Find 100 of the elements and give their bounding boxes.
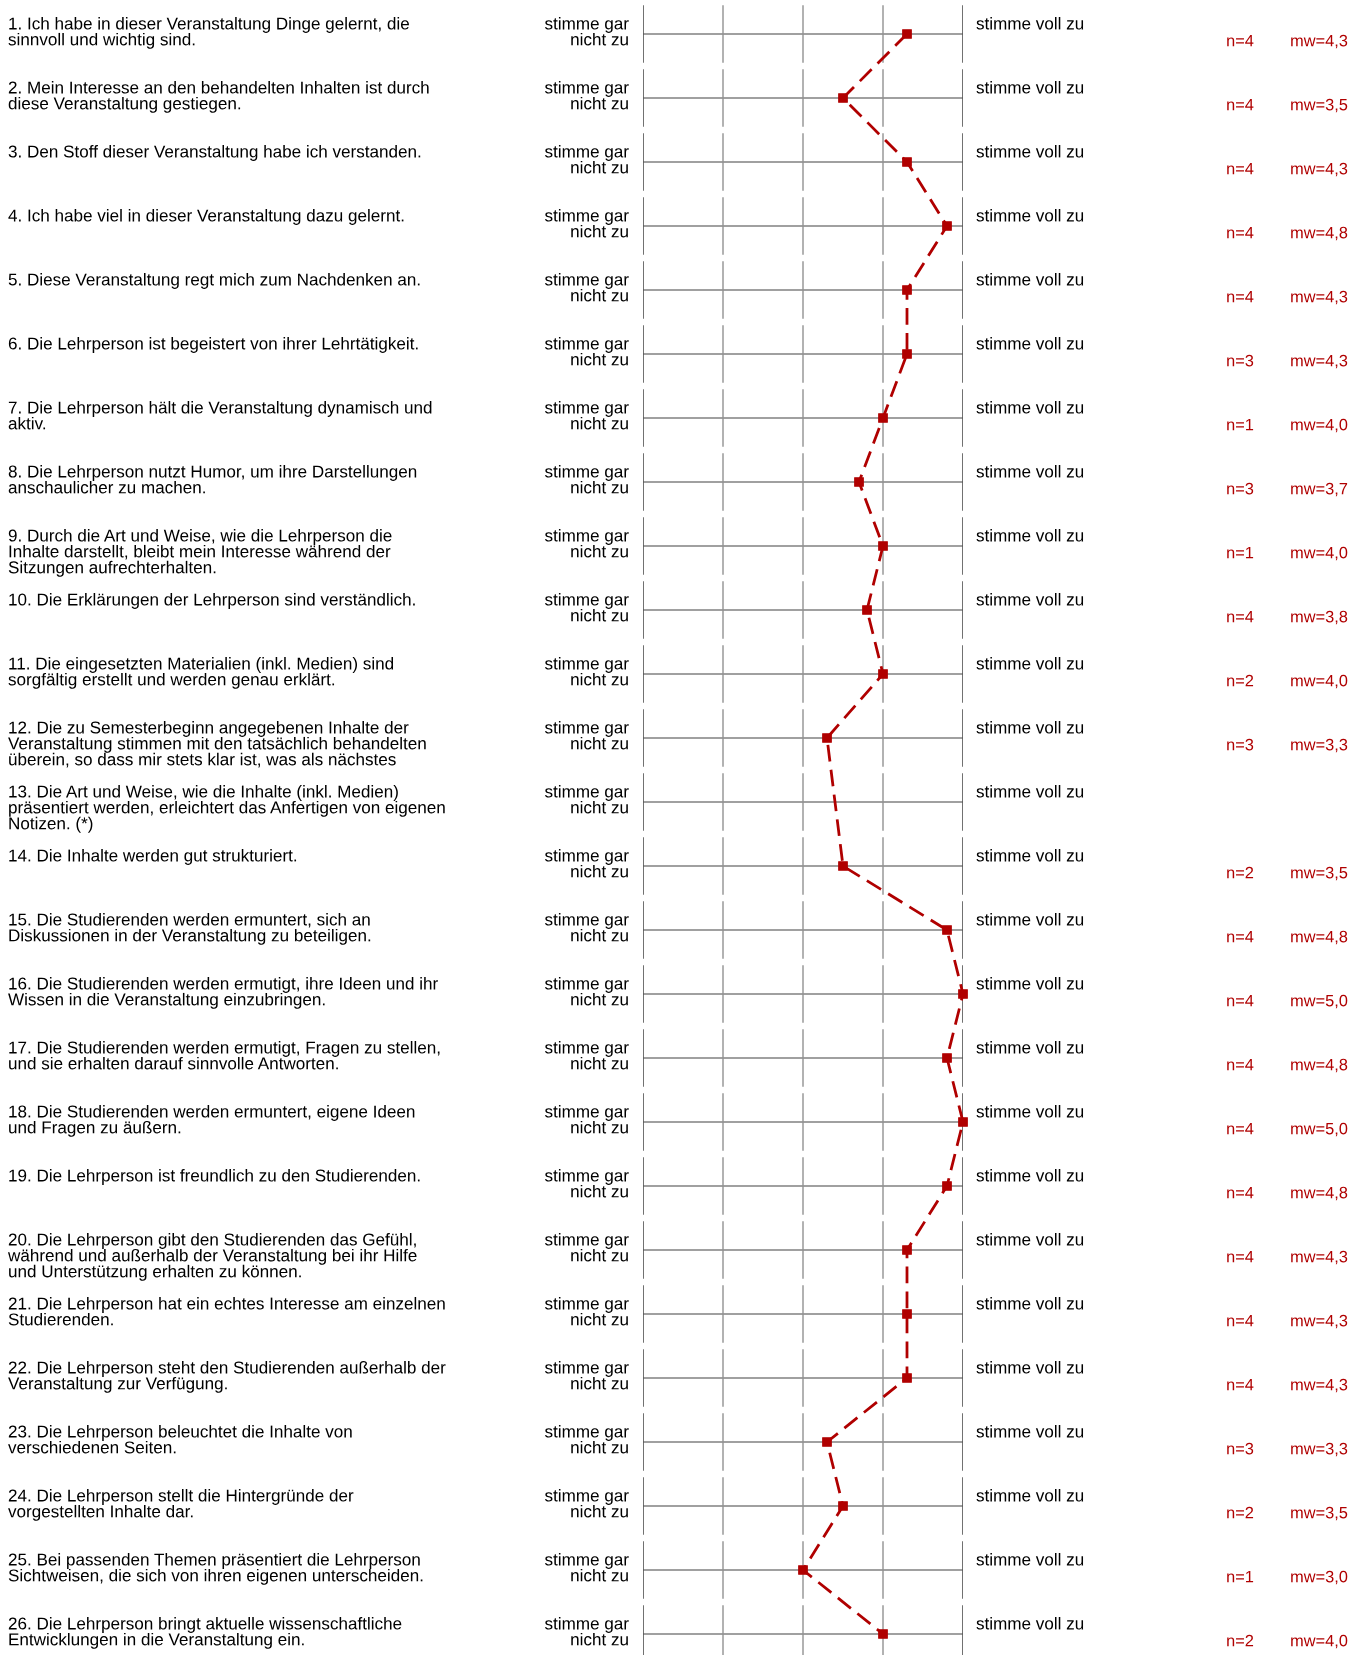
text: stimme gar nicht zu bbox=[545, 1553, 629, 1582]
point bbox=[902, 29, 912, 39]
point bbox=[854, 477, 864, 487]
y-tick-label: 7. Die Lehrperson hält die Veranstaltung dynamisch und aktiv. bbox=[8, 401, 432, 430]
text: stimme voll zu bbox=[976, 273, 1084, 286]
text: n=4 bbox=[1227, 610, 1254, 623]
y-tick-label: 8. Die Lehrperson nutzt Humor, um ihre Darstellungen anschaulicher zu machen. bbox=[8, 465, 417, 494]
text: n=4 bbox=[1227, 1378, 1254, 1391]
y-tick-label: 18. Die Studierenden werden ermuntert, eigene Ideen und Fragen zu äußern. bbox=[9, 1105, 415, 1137]
y-tick-label: 14. Die Inhalte werden gut strukturiert. bbox=[9, 849, 297, 865]
point bbox=[838, 1501, 848, 1511]
text: stimme gar nicht zu bbox=[545, 1105, 629, 1134]
point bbox=[862, 605, 872, 615]
data-label: mw=3,8 bbox=[1291, 610, 1348, 625]
y-tick-label: 3. Den Stoff dieser Veranstaltung habe ich verstanden. bbox=[8, 145, 421, 161]
text: stimme gar nicht zu bbox=[545, 529, 629, 558]
y-tick-label: 24. Die Lehrperson stellt die Hintergründe der vorgestellten Inhalte dar. bbox=[8, 1489, 354, 1521]
point bbox=[902, 1373, 912, 1383]
text: stimme voll zu bbox=[976, 209, 1084, 222]
text: n=3 bbox=[1227, 1442, 1254, 1455]
data-label: mw=4,3 bbox=[1291, 290, 1348, 305]
data-label: mw=3,7 bbox=[1291, 482, 1348, 497]
y-tick-label: 23. Die Lehrperson beleuchtet die Inhalte von verschiedenen Seiten. bbox=[8, 1425, 352, 1454]
point bbox=[878, 669, 888, 679]
y-tick-label: 1. Ich habe in dieser Veranstaltung Dinge gelernt, die sinnvoll und wichtig sind. bbox=[8, 17, 409, 49]
y-tick-label: 12. Die zu Semesterbeginn angegebenen Inhalte der Veranstaltung stimmen mit den tatsächlich behandelten überein, so dass mir stets klar ist, was als nächstes bbox=[8, 721, 426, 768]
text: stimme gar nicht zu bbox=[545, 1425, 629, 1454]
y-tick-label: 13. Die Art und Weise, wie die Inhalte (inkl. Medien) präsentiert werden, erleichtert das Anfertigen von eigenen Notizen. (*) bbox=[9, 785, 445, 833]
point bbox=[942, 221, 952, 231]
text: stimme gar nicht zu bbox=[545, 849, 629, 878]
text: n=2 bbox=[1227, 674, 1254, 687]
point bbox=[838, 93, 848, 103]
text: stimme voll zu bbox=[976, 401, 1084, 414]
text: stimme gar nicht zu bbox=[545, 465, 629, 494]
text: stimme voll zu bbox=[976, 1361, 1084, 1374]
point bbox=[902, 157, 912, 167]
text: n=3 bbox=[1227, 354, 1254, 367]
text: n=1 bbox=[1227, 418, 1254, 431]
point bbox=[958, 989, 968, 999]
text: n=4 bbox=[1227, 1122, 1254, 1135]
data-label: mw=4,3 bbox=[1291, 1378, 1348, 1393]
data-label: mw=4,3 bbox=[1291, 354, 1348, 369]
text: stimme voll zu bbox=[976, 977, 1084, 990]
y-tick-label: 15. Die Studierenden werden ermuntert, sich an Diskussionen in der Veranstaltung zu beteiligen. bbox=[9, 913, 371, 945]
text: stimme voll zu bbox=[976, 1297, 1084, 1310]
text: stimme gar nicht zu bbox=[545, 1233, 629, 1262]
data-label: mw=4,0 bbox=[1291, 418, 1348, 433]
y-tick-label: 16. Die Studierenden werden ermutigt, ihre Ideen und ihr Wissen in die Veranstaltung einzubringen. bbox=[8, 977, 438, 1009]
text: stimme gar nicht zu bbox=[545, 721, 629, 750]
text: stimme gar nicht zu bbox=[545, 1361, 629, 1390]
text: stimme gar nicht zu bbox=[545, 785, 629, 814]
data-label: mw=5,0 bbox=[1291, 994, 1348, 1009]
text: n=2 bbox=[1227, 1634, 1254, 1647]
y-tick-label: 4. Ich habe viel in dieser Veranstaltung dazu gelernt. bbox=[8, 209, 404, 225]
y-tick-label: 20. Die Lehrperson gibt den Studierenden das Gefühl, während und außerhalb der Veranstaltung bei ihr Hilfe und Unterstützung erhalten zu können. bbox=[7, 1233, 417, 1281]
text: n=4 bbox=[1227, 226, 1254, 239]
text: n=3 bbox=[1227, 482, 1254, 495]
y-tick-label: 19. Die Lehrperson ist freundlich zu den Studierenden. bbox=[9, 1169, 420, 1185]
text: stimme voll zu bbox=[976, 1169, 1084, 1182]
text: n=4 bbox=[1227, 290, 1254, 303]
text: stimme voll zu bbox=[976, 1233, 1084, 1246]
point bbox=[822, 1437, 832, 1447]
text: n=4 bbox=[1227, 98, 1254, 111]
text: n=4 bbox=[1227, 994, 1254, 1007]
data-label: mw=4,0 bbox=[1291, 674, 1348, 689]
text: stimme voll zu bbox=[976, 1425, 1084, 1438]
point bbox=[902, 1245, 912, 1255]
text: n=2 bbox=[1227, 866, 1254, 879]
text: stimme voll zu bbox=[976, 785, 1084, 798]
text: stimme voll zu bbox=[976, 1489, 1084, 1502]
text: stimme voll zu bbox=[976, 849, 1084, 862]
point bbox=[942, 925, 952, 935]
text: stimme gar nicht zu bbox=[545, 1169, 629, 1198]
y-tick-label: 26. Die Lehrperson bringt aktuelle wissenschaftliche Entwicklungen in die Veranstaltung ein. bbox=[8, 1617, 402, 1649]
data-label: mw=4,0 bbox=[1291, 546, 1348, 561]
data-label: mw=3,5 bbox=[1291, 866, 1348, 881]
text: stimme gar nicht zu bbox=[545, 913, 629, 942]
text: stimme voll zu bbox=[976, 145, 1084, 158]
point bbox=[902, 285, 912, 295]
data-label: mw=4,0 bbox=[1291, 1634, 1348, 1649]
text: stimme voll zu bbox=[976, 721, 1084, 734]
y-tick-label: 17. Die Studierenden werden ermutigt, Fragen zu stellen, und sie erhalten darauf sinnvolle Antworten. bbox=[9, 1041, 440, 1070]
text: stimme voll zu bbox=[976, 337, 1084, 350]
text: stimme gar nicht zu bbox=[545, 401, 629, 430]
text: stimme gar nicht zu bbox=[545, 593, 629, 622]
text: stimme voll zu bbox=[976, 657, 1084, 670]
text: stimme voll zu bbox=[976, 1105, 1084, 1118]
text: stimme gar nicht zu bbox=[545, 81, 629, 110]
point bbox=[958, 1117, 968, 1127]
text: stimme gar nicht zu bbox=[545, 273, 629, 302]
text: n=3 bbox=[1227, 738, 1254, 751]
data-label: mw=3,3 bbox=[1291, 1442, 1348, 1457]
data-label: mw=4,3 bbox=[1291, 34, 1348, 49]
text: stimme voll zu bbox=[976, 593, 1084, 606]
text: stimme gar nicht zu bbox=[545, 1489, 629, 1518]
text: n=4 bbox=[1227, 1186, 1254, 1199]
point bbox=[942, 1053, 952, 1063]
text: stimme gar nicht zu bbox=[545, 1297, 629, 1326]
data-label: mw=4,8 bbox=[1291, 930, 1348, 945]
data-label: mw=4,8 bbox=[1291, 1186, 1348, 1201]
